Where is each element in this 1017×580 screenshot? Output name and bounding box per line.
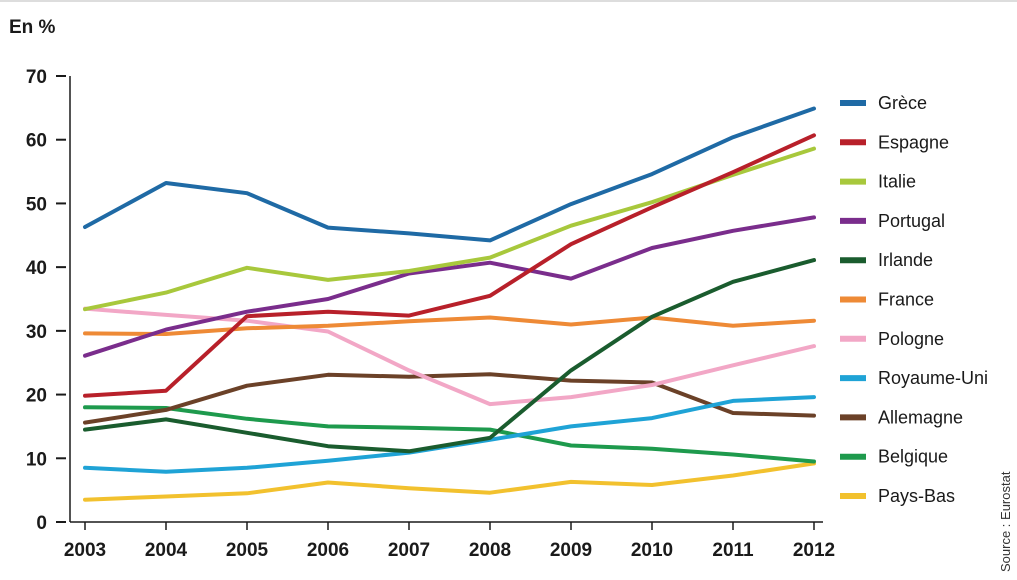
y-tick-label: 70 — [26, 67, 47, 88]
y-tick-label: 40 — [26, 258, 47, 279]
x-tick-label: 2010 — [631, 540, 673, 561]
legend-label: Portugal — [878, 211, 945, 231]
series-line-espagne — [83, 133, 816, 398]
series-line-pologne — [83, 306, 816, 407]
y-tick-label: 20 — [26, 386, 47, 407]
series-line-royaume-uni — [83, 395, 816, 474]
series-line-irlande — [83, 258, 816, 454]
x-tick-label: 2005 — [226, 540, 269, 561]
y-tick-label: 0 — [36, 513, 47, 534]
y-tick-label: 60 — [26, 131, 47, 152]
unit-label: En % — [9, 17, 56, 38]
legend-label: Allemagne — [878, 407, 963, 427]
series-line-italie — [83, 146, 816, 312]
source-label: Source : Eurostat — [998, 471, 1013, 572]
series-line-gr-ce — [83, 106, 816, 243]
x-tick-label: 2003 — [64, 540, 106, 561]
legend-label: France — [878, 290, 934, 310]
x-tick-label: 2012 — [793, 540, 835, 561]
legend-label: Italie — [878, 172, 916, 192]
series-line-portugal — [83, 215, 816, 358]
x-tick-label: 2009 — [550, 540, 592, 561]
legend-label: Royaume-Uni — [878, 368, 988, 388]
x-tick-label: 2007 — [388, 540, 430, 561]
x-ticks: 2003 2004 2005 2006 2007 2008 2009 2010 2011 2012 — [64, 522, 835, 561]
legend-label: Espagne — [878, 132, 949, 152]
x-tick-label: 2008 — [469, 540, 511, 561]
legend-label: Irlande — [878, 250, 933, 270]
y-tick-label: 30 — [26, 322, 47, 343]
legend: Grèce Espagne Italie Portugal Irlande France P… — [840, 93, 988, 506]
x-tick-label: 2006 — [307, 540, 349, 561]
y-ticks: 0 10 20 30 40 50 60 70 — [26, 67, 66, 534]
y-tick-label: 50 — [26, 194, 47, 215]
series-line-france — [83, 315, 816, 336]
x-tick-label: 2004 — [145, 540, 188, 561]
legend-label: Pologne — [878, 329, 944, 349]
series-line-allemagne — [83, 372, 816, 425]
series-line-pays-bas — [83, 461, 816, 502]
legend-label: Grèce — [878, 93, 927, 113]
x-tick-label: 2011 — [712, 540, 754, 561]
legend-label: Belgique — [878, 447, 948, 467]
series-line-belgique — [83, 405, 816, 464]
legend-label: Pays-Bas — [878, 486, 955, 506]
y-tick-label: 10 — [26, 449, 47, 470]
series-lines — [83, 106, 816, 502]
